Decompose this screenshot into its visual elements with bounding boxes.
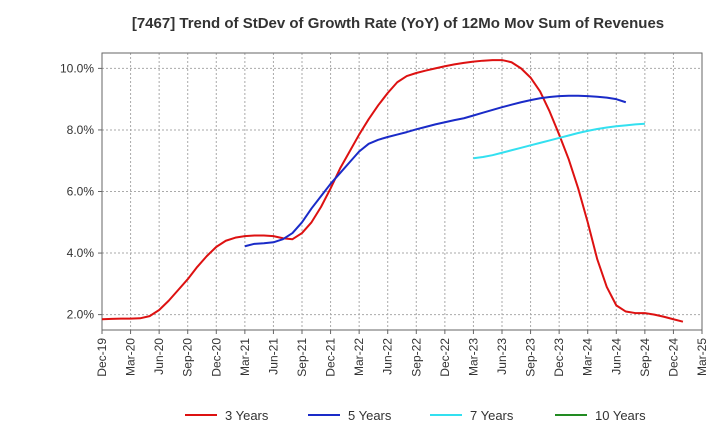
series-lines [101,59,684,323]
x-tick-label: Mar-21 [238,338,252,376]
x-tick-label: Mar-20 [124,338,138,376]
x-tick-label: Sep-24 [638,338,652,377]
x-tick-label: Jun-23 [495,338,509,375]
y-axis: 2.0% 4.0% 6.0% 8.0% 10.0% [60,61,102,322]
y-tick-label: 6.0% [67,185,95,199]
legend-label-5-years: 5 Years [348,408,392,423]
x-tick-label: Mar-22 [352,338,366,376]
chart-title: [7467] Trend of StDev of Growth Rate (Yo… [132,15,664,32]
x-tick-label: Mar-24 [581,338,595,376]
legend: 3 Years 5 Years 7 Years 10 Years [185,408,646,423]
x-tick-label: Dec-24 [666,338,680,377]
y-tick-label: 4.0% [67,246,95,260]
x-tick-label: Sep-21 [295,338,309,377]
legend-label-10-years: 10 Years [595,408,646,423]
y-tick-label: 2.0% [67,308,95,322]
y-tick-label: 8.0% [67,123,95,137]
x-tick-label: Sep-20 [181,338,195,377]
legend-label-3-years: 3 Years [225,408,269,423]
series-line-3-years [101,59,684,323]
x-tick-label: Dec-23 [552,338,566,377]
x-tick-label: Jun-22 [381,338,395,375]
series-line-5-years [244,94,627,248]
x-tick-label: Dec-20 [209,338,223,377]
x-axis: Dec-19 Mar-20 Jun-20 Sep-20 Dec-20 Mar-21 Jun-… [95,330,709,377]
x-tick-label: Dec-21 [324,338,338,377]
series-line-7-years [473,122,645,160]
x-tick-label: Dec-22 [438,338,452,377]
x-tick-label: Jun-24 [609,338,623,375]
grid-lines [102,53,702,330]
x-tick-label: Mar-23 [466,338,480,376]
x-tick-label: Jun-21 [266,338,280,375]
x-tick-label: Mar-25 [695,338,709,376]
x-tick-label: Jun-20 [152,338,166,375]
x-tick-label: Dec-19 [95,338,109,377]
y-tick-label: 10.0% [60,61,94,75]
x-tick-label: Sep-23 [524,338,538,377]
x-tick-label: Sep-22 [409,338,423,377]
legend-label-7-years: 7 Years [470,408,514,423]
